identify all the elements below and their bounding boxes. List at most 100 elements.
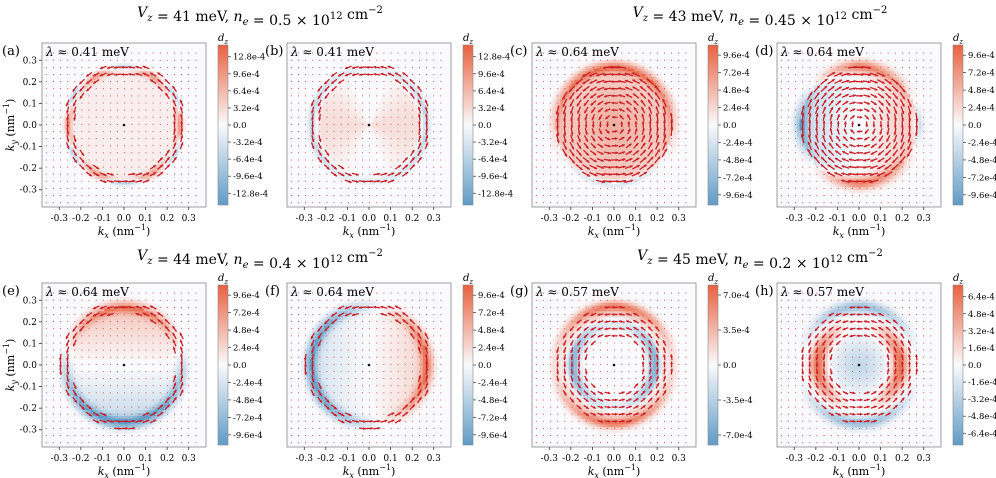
heatmap-cell — [571, 156, 575, 160]
heatmap-cell — [149, 93, 153, 98]
heatmap-cell — [87, 113, 91, 117]
heatmap-cell — [385, 65, 390, 69]
heatmap-cell — [320, 82, 325, 86]
heatmap-cell — [616, 108, 621, 112]
field-dot — [188, 66, 190, 68]
heatmap-cell — [126, 125, 131, 129]
heatmap-cell — [354, 175, 359, 180]
field-arrowhead — [387, 65, 391, 69]
heatmap-cell — [405, 161, 409, 165]
heatmap-cell — [577, 141, 581, 146]
field-dot — [188, 52, 190, 54]
heatmap-cell — [619, 71, 623, 75]
heatmap-cell — [84, 164, 88, 168]
heatmap-cell — [183, 122, 187, 126]
heatmap-cell — [585, 76, 589, 81]
field-dot — [188, 73, 190, 76]
heatmap-cell — [422, 93, 426, 98]
heatmap-cell — [414, 161, 418, 165]
heatmap-cell — [140, 125, 145, 129]
heatmap-cell — [146, 164, 150, 168]
heatmap-cell — [326, 141, 330, 146]
heatmap-cell — [551, 127, 556, 132]
heatmap-cell — [394, 161, 398, 165]
field-arrowhead — [142, 72, 146, 76]
field-dot — [102, 195, 104, 197]
heatmap-cell — [140, 116, 145, 120]
heatmap-cell — [380, 144, 384, 149]
field-dot — [347, 159, 349, 161]
heatmap-cell — [124, 156, 128, 160]
heatmap-cell — [174, 139, 179, 143]
heatmap-cell — [75, 161, 80, 165]
heatmap-cell — [374, 116, 378, 120]
colorbar-tick-label: 9.6e-4 — [478, 70, 505, 80]
heatmap-cell — [135, 158, 139, 163]
heatmap-cell — [101, 158, 105, 163]
heatmap-cell — [146, 102, 150, 106]
heatmap-cell — [357, 181, 361, 185]
heatmap-cell — [132, 150, 136, 154]
heatmap-cell — [115, 167, 119, 171]
heatmap-cell — [388, 133, 393, 137]
heatmap-cell — [149, 125, 153, 129]
heatmap-cell — [337, 130, 342, 134]
heatmap-cell — [326, 156, 330, 160]
heatmap-cell — [98, 133, 102, 137]
field-dot — [195, 173, 197, 175]
heatmap-cell — [121, 175, 125, 180]
field-dot — [52, 166, 54, 168]
heatmap-cell — [588, 153, 592, 157]
heatmap-cell — [343, 136, 347, 140]
heatmap-cell — [616, 57, 621, 61]
heatmap-cell — [112, 82, 116, 86]
field-dot — [131, 159, 133, 161]
heatmap-cell — [397, 122, 401, 126]
heatmap-cell — [337, 133, 342, 137]
heatmap-cell — [95, 164, 99, 168]
heatmap-cell — [357, 113, 361, 117]
heatmap-cell — [135, 110, 139, 115]
heatmap-cell — [611, 113, 615, 117]
heatmap-cell — [157, 141, 162, 146]
heatmap-cell — [306, 122, 311, 126]
heatmap-cell — [588, 113, 592, 117]
field-arrowhead — [373, 73, 377, 76]
field-dot — [347, 195, 349, 197]
heatmap-cell — [126, 161, 131, 165]
panel-a-x-axis: -0.3 -0.2 -0.1 0.0 0.1 0.2 0.3 — [51, 207, 196, 224]
heatmap-cell — [619, 62, 623, 67]
heatmap-cell — [394, 139, 398, 143]
heatmap-cell — [318, 127, 322, 132]
field-arrowhead — [73, 110, 76, 114]
field-dot — [319, 81, 321, 83]
heatmap-cell — [118, 110, 122, 115]
field-dot — [297, 152, 299, 154]
heatmap-cell — [84, 108, 88, 112]
heatmap-cell — [608, 178, 612, 182]
heatmap-cell — [352, 147, 356, 151]
heatmap-cell — [340, 108, 344, 112]
heatmap-cell — [92, 136, 97, 140]
field-dot — [166, 116, 168, 118]
field-dot — [88, 59, 90, 61]
heatmap-cell — [126, 105, 131, 109]
heatmap-cell — [560, 88, 564, 92]
heatmap-cell — [548, 136, 553, 140]
field-dot — [102, 166, 104, 168]
heatmap-cell — [152, 153, 156, 157]
field-arrowhead — [333, 166, 337, 170]
heatmap-cell — [92, 167, 97, 171]
heatmap-cell — [323, 99, 327, 103]
heatmap-cell — [582, 82, 587, 86]
heatmap-cell — [599, 156, 604, 160]
heatmap-cell — [95, 85, 99, 89]
heatmap-cell — [411, 105, 415, 109]
heatmap-cell — [112, 71, 116, 75]
heatmap-cell — [594, 76, 598, 81]
heatmap-cell — [616, 170, 621, 174]
heatmap-cell — [354, 130, 359, 134]
heatmap-cell — [81, 133, 85, 137]
heatmap-cell — [388, 74, 393, 78]
heatmap-cell — [419, 136, 424, 140]
